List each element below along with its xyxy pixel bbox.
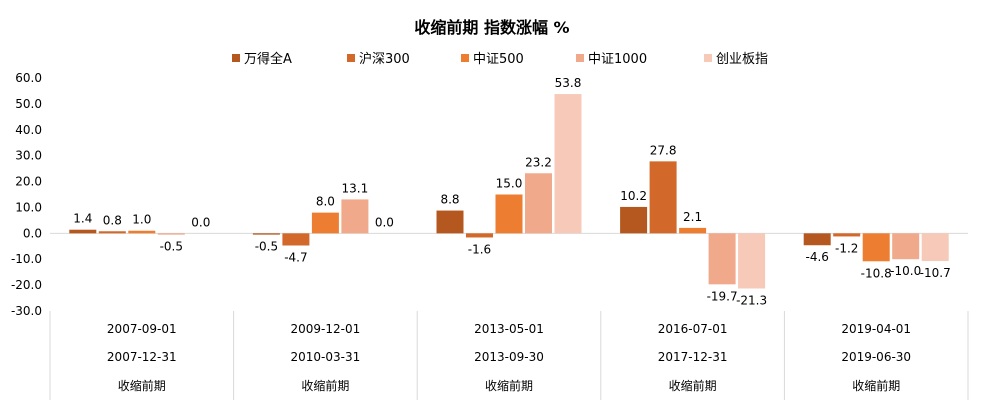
y-tick-label: 60.0 bbox=[15, 71, 42, 85]
data-label: 27.8 bbox=[650, 143, 677, 157]
category-table: 2007-09-01 2007-12-31 收缩前期 2009-12-01 2010-0… bbox=[49, 311, 969, 400]
category-start-date: 2007-09-01 bbox=[107, 322, 177, 336]
bar bbox=[436, 210, 464, 234]
data-label: -1.2 bbox=[835, 241, 858, 255]
data-label: 1.0 bbox=[132, 213, 151, 227]
data-label: 8.0 bbox=[316, 195, 335, 209]
bar bbox=[525, 173, 552, 234]
legend-label: 中证1000 bbox=[588, 52, 647, 67]
category-start-date: 2009-12-01 bbox=[291, 322, 361, 336]
bar bbox=[311, 212, 339, 234]
bar bbox=[98, 231, 126, 234]
legend: 万得全A 沪深300 中证500 中证1000 创业板指 bbox=[232, 51, 768, 67]
y-tick-label: -10.0 bbox=[11, 252, 42, 266]
bar bbox=[892, 233, 920, 260]
bar bbox=[252, 233, 280, 235]
y-tick-label: 30.0 bbox=[15, 149, 42, 163]
category-phase-label: 收缩前期 bbox=[118, 378, 166, 393]
legend-label: 万得全A bbox=[244, 51, 292, 67]
bar bbox=[341, 199, 369, 234]
y-axis: 60.0 50.0 40.0 30.0 20.0 10.0 0.0 -10.0 -20.0 -30… bbox=[11, 71, 42, 318]
category-start-date: 2013-05-01 bbox=[474, 322, 544, 336]
data-label: 1.4 bbox=[73, 212, 92, 226]
y-tick-label: 10.0 bbox=[15, 200, 42, 214]
data-label: -19.7 bbox=[707, 289, 738, 303]
y-tick-label: 40.0 bbox=[15, 123, 42, 137]
category-phase-label: 收缩前期 bbox=[301, 378, 349, 393]
category-start-date: 2016-07-01 bbox=[658, 322, 728, 336]
data-label: -0.5 bbox=[255, 240, 278, 254]
data-label: -10.8 bbox=[861, 266, 892, 280]
legend-swatch bbox=[704, 54, 712, 62]
data-label: -10.7 bbox=[920, 266, 951, 280]
bar bbox=[495, 194, 523, 234]
legend-swatch bbox=[576, 54, 584, 62]
data-label: 53.8 bbox=[555, 76, 582, 90]
bar bbox=[620, 206, 648, 234]
legend-label: 中证500 bbox=[473, 52, 524, 67]
data-label: -0.5 bbox=[160, 240, 183, 254]
bar bbox=[803, 233, 831, 246]
data-label: -4.7 bbox=[284, 251, 307, 265]
legend-swatch bbox=[347, 54, 355, 62]
data-label: -21.3 bbox=[736, 293, 767, 307]
data-label: 0.0 bbox=[375, 215, 394, 229]
legend-label: 沪深300 bbox=[359, 51, 410, 67]
data-label: 10.2 bbox=[620, 189, 647, 203]
data-label: 0.8 bbox=[103, 213, 122, 227]
data-label: 2.1 bbox=[683, 210, 702, 224]
bar bbox=[282, 233, 310, 246]
y-tick-label: 20.0 bbox=[15, 175, 42, 189]
bar bbox=[649, 161, 677, 234]
bar bbox=[128, 230, 156, 234]
bar bbox=[862, 233, 890, 262]
plot-area: 1.4 -0.5 8.8 10.2 -4.6 0.8 -4.7 -1.6 27.8 -1.2 1.0… bbox=[50, 76, 968, 307]
y-tick-label: -30.0 bbox=[11, 304, 42, 318]
bar bbox=[833, 233, 861, 237]
legend-swatch bbox=[461, 54, 469, 62]
category-phase-label: 收缩前期 bbox=[669, 378, 717, 393]
category-start-date: 2019-04-01 bbox=[841, 322, 911, 336]
data-label: -4.6 bbox=[805, 250, 828, 264]
data-label: 23.2 bbox=[525, 155, 552, 169]
chart-title: 收缩前期 指数涨幅 % bbox=[414, 18, 569, 37]
category-end-date: 2019-06-30 bbox=[841, 350, 911, 364]
bar bbox=[466, 233, 493, 238]
category-end-date: 2007-12-31 bbox=[107, 350, 177, 364]
data-label: -1.6 bbox=[468, 242, 491, 256]
bar bbox=[679, 227, 707, 234]
y-tick-label: -20.0 bbox=[11, 278, 42, 292]
legend-label: 创业板指 bbox=[716, 52, 768, 67]
category-phase-label: 收缩前期 bbox=[485, 378, 533, 393]
data-label: 13.1 bbox=[342, 181, 369, 195]
data-label: 15.0 bbox=[496, 177, 523, 191]
data-label: -10.0 bbox=[890, 264, 921, 278]
bar bbox=[921, 233, 949, 262]
data-label: 8.8 bbox=[440, 193, 459, 207]
bar bbox=[554, 94, 582, 234]
legend-swatch bbox=[232, 54, 240, 62]
category-end-date: 2017-12-31 bbox=[658, 350, 728, 364]
y-tick-label: 50.0 bbox=[15, 97, 42, 111]
data-label: 0.0 bbox=[191, 215, 210, 229]
category-end-date: 2010-03-31 bbox=[291, 350, 361, 364]
category-end-date: 2013-09-30 bbox=[474, 350, 544, 364]
bar bbox=[738, 233, 766, 289]
bar bbox=[708, 233, 736, 285]
category-phase-label: 收缩前期 bbox=[852, 378, 900, 393]
y-tick-label: 0.0 bbox=[23, 226, 42, 240]
bar bbox=[157, 233, 185, 235]
bar bbox=[69, 229, 97, 234]
